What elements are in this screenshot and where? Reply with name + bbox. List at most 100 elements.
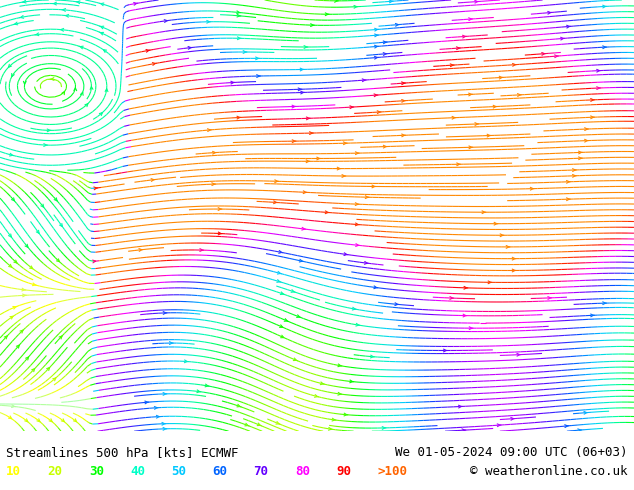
FancyArrowPatch shape bbox=[603, 46, 607, 49]
Text: 30: 30 bbox=[89, 465, 104, 478]
FancyArrowPatch shape bbox=[169, 342, 173, 344]
FancyArrowPatch shape bbox=[517, 94, 521, 97]
FancyArrowPatch shape bbox=[344, 142, 347, 145]
FancyArrowPatch shape bbox=[11, 198, 15, 201]
FancyArrowPatch shape bbox=[205, 384, 209, 387]
FancyArrowPatch shape bbox=[85, 104, 88, 107]
FancyArrowPatch shape bbox=[257, 423, 261, 426]
FancyArrowPatch shape bbox=[76, 1, 80, 3]
FancyArrowPatch shape bbox=[163, 427, 167, 430]
FancyArrowPatch shape bbox=[573, 169, 576, 171]
FancyArrowPatch shape bbox=[25, 357, 29, 360]
FancyArrowPatch shape bbox=[47, 129, 51, 132]
FancyArrowPatch shape bbox=[450, 64, 454, 67]
FancyArrowPatch shape bbox=[475, 122, 479, 125]
FancyArrowPatch shape bbox=[134, 2, 138, 5]
FancyArrowPatch shape bbox=[218, 208, 222, 210]
FancyArrowPatch shape bbox=[344, 413, 348, 416]
FancyArrowPatch shape bbox=[304, 46, 308, 49]
FancyArrowPatch shape bbox=[100, 3, 104, 6]
FancyArrowPatch shape bbox=[146, 49, 150, 52]
FancyArrowPatch shape bbox=[548, 296, 552, 299]
FancyArrowPatch shape bbox=[356, 152, 359, 154]
FancyArrowPatch shape bbox=[344, 253, 348, 255]
FancyArrowPatch shape bbox=[56, 259, 60, 262]
FancyArrowPatch shape bbox=[597, 70, 600, 72]
FancyArrowPatch shape bbox=[585, 128, 588, 130]
FancyArrowPatch shape bbox=[79, 46, 83, 49]
FancyArrowPatch shape bbox=[162, 422, 165, 425]
FancyArrowPatch shape bbox=[100, 113, 102, 116]
FancyArrowPatch shape bbox=[395, 303, 399, 306]
FancyArrowPatch shape bbox=[212, 151, 216, 154]
FancyArrowPatch shape bbox=[401, 82, 406, 85]
FancyArrowPatch shape bbox=[355, 203, 359, 205]
FancyArrowPatch shape bbox=[277, 280, 281, 282]
FancyArrowPatch shape bbox=[49, 419, 52, 422]
FancyArrowPatch shape bbox=[603, 5, 607, 8]
FancyArrowPatch shape bbox=[281, 335, 284, 338]
FancyArrowPatch shape bbox=[294, 358, 297, 361]
FancyArrowPatch shape bbox=[36, 230, 39, 233]
FancyArrowPatch shape bbox=[245, 423, 249, 426]
FancyArrowPatch shape bbox=[9, 264, 11, 267]
FancyArrowPatch shape bbox=[584, 412, 588, 414]
FancyArrowPatch shape bbox=[375, 28, 378, 31]
FancyArrowPatch shape bbox=[506, 245, 510, 248]
FancyArrowPatch shape bbox=[567, 25, 571, 28]
FancyArrowPatch shape bbox=[350, 106, 354, 109]
FancyArrowPatch shape bbox=[382, 427, 386, 429]
FancyArrowPatch shape bbox=[374, 286, 378, 289]
FancyArrowPatch shape bbox=[60, 28, 63, 31]
FancyArrowPatch shape bbox=[14, 260, 17, 263]
Text: We 01-05-2024 09:00 UTC (06+03): We 01-05-2024 09:00 UTC (06+03) bbox=[395, 446, 628, 459]
FancyArrowPatch shape bbox=[464, 287, 468, 289]
FancyArrowPatch shape bbox=[25, 244, 28, 247]
FancyArrowPatch shape bbox=[303, 191, 307, 194]
FancyArrowPatch shape bbox=[12, 74, 14, 76]
FancyArrowPatch shape bbox=[306, 117, 310, 120]
FancyArrowPatch shape bbox=[32, 368, 35, 372]
FancyArrowPatch shape bbox=[469, 327, 473, 330]
FancyArrowPatch shape bbox=[585, 139, 588, 142]
FancyArrowPatch shape bbox=[284, 318, 288, 321]
FancyArrowPatch shape bbox=[300, 68, 304, 71]
FancyArrowPatch shape bbox=[450, 296, 454, 299]
FancyArrowPatch shape bbox=[365, 196, 369, 198]
FancyArrowPatch shape bbox=[338, 392, 342, 395]
FancyArrowPatch shape bbox=[151, 179, 155, 181]
FancyArrowPatch shape bbox=[458, 405, 462, 408]
Text: 60: 60 bbox=[212, 465, 228, 478]
FancyArrowPatch shape bbox=[512, 63, 517, 66]
FancyArrowPatch shape bbox=[325, 211, 329, 214]
FancyArrowPatch shape bbox=[356, 244, 359, 246]
FancyArrowPatch shape bbox=[207, 129, 211, 131]
FancyArrowPatch shape bbox=[597, 87, 600, 90]
FancyArrowPatch shape bbox=[402, 134, 406, 137]
FancyArrowPatch shape bbox=[365, 262, 368, 264]
FancyArrowPatch shape bbox=[299, 259, 303, 262]
FancyArrowPatch shape bbox=[463, 314, 467, 317]
FancyArrowPatch shape bbox=[237, 404, 241, 407]
FancyArrowPatch shape bbox=[54, 198, 57, 201]
FancyArrowPatch shape bbox=[50, 77, 54, 80]
FancyArrowPatch shape bbox=[11, 405, 16, 408]
FancyArrowPatch shape bbox=[237, 14, 241, 17]
FancyArrowPatch shape bbox=[499, 76, 503, 79]
FancyArrowPatch shape bbox=[237, 116, 241, 119]
FancyArrowPatch shape bbox=[298, 88, 302, 91]
FancyArrowPatch shape bbox=[320, 382, 325, 385]
FancyArrowPatch shape bbox=[469, 18, 472, 21]
Text: 50: 50 bbox=[171, 465, 186, 478]
FancyArrowPatch shape bbox=[370, 355, 375, 358]
FancyArrowPatch shape bbox=[317, 157, 321, 160]
FancyArrowPatch shape bbox=[8, 234, 11, 237]
FancyArrowPatch shape bbox=[23, 81, 26, 84]
FancyArrowPatch shape bbox=[362, 79, 366, 82]
FancyArrowPatch shape bbox=[302, 227, 306, 230]
FancyArrowPatch shape bbox=[23, 294, 27, 297]
FancyArrowPatch shape bbox=[74, 88, 77, 91]
FancyArrowPatch shape bbox=[573, 174, 576, 177]
FancyArrowPatch shape bbox=[61, 8, 65, 11]
FancyArrowPatch shape bbox=[277, 271, 281, 274]
